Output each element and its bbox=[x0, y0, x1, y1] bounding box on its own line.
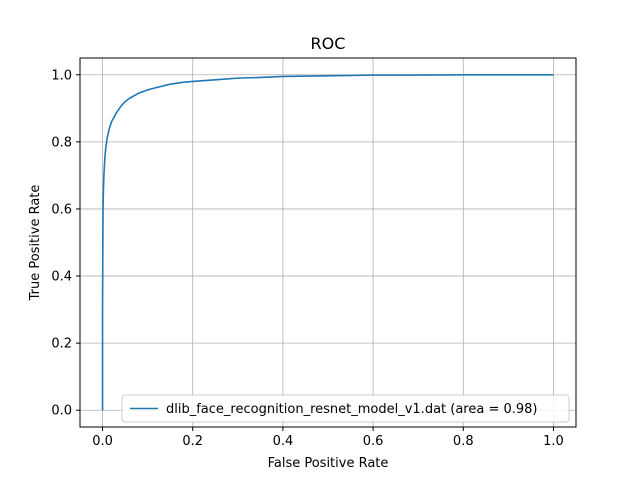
roc-curve bbox=[101, 73, 554, 411]
y-tick-label: 0.4 bbox=[51, 270, 72, 285]
axes-frame bbox=[79, 57, 577, 428]
y-tick-label: 0.6 bbox=[51, 202, 72, 217]
x-tick-label: 0.2 bbox=[182, 434, 203, 449]
x-axis-ticks: 0.0 0.2 0.4 0.6 0.8 1.0 bbox=[92, 427, 564, 449]
y-tick-label: 0.8 bbox=[51, 135, 72, 150]
y-axis-label: True Positive Rate bbox=[28, 185, 43, 302]
y-tick-label: 1.0 bbox=[51, 68, 72, 83]
x-tick-label: 0.8 bbox=[453, 434, 474, 449]
y-tick-label: 0.2 bbox=[51, 337, 72, 352]
x-tick-label: 0.0 bbox=[92, 434, 113, 449]
x-tick-label: 0.6 bbox=[363, 434, 384, 449]
chart-title: ROC bbox=[311, 34, 346, 53]
series-layer bbox=[101, 73, 554, 411]
legend-entry: dlib_face_recognition_resnet_model_v1.da… bbox=[166, 402, 538, 417]
x-tick-label: 0.4 bbox=[273, 434, 294, 449]
y-axis-ticks: 0.0 0.2 0.4 0.6 0.8 1.0 bbox=[51, 68, 80, 419]
x-tick-label: 1.0 bbox=[543, 434, 564, 449]
legend-box bbox=[121, 394, 570, 423]
legend: dlib_face_recognition_resnet_model_v1.da… bbox=[121, 394, 570, 423]
x-axis-label: False Positive Rate bbox=[268, 456, 389, 471]
grid bbox=[80, 58, 576, 427]
y-tick-label: 0.0 bbox=[51, 404, 72, 419]
